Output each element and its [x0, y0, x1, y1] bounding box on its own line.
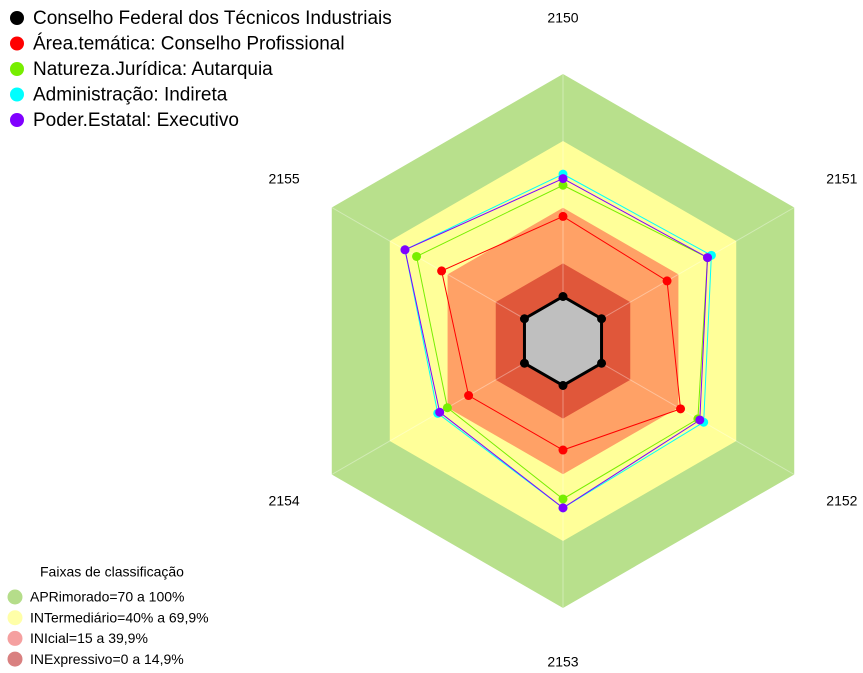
legend-label: Área.temática: Conselho Profissional: [33, 34, 345, 55]
axis-label: 2153: [547, 654, 578, 670]
axis-label: 2155: [269, 171, 300, 187]
legend-label: Poder.Estatal: Executivo: [33, 110, 239, 131]
legend-swatch: [10, 87, 24, 102]
band-legend-label: INExpressivo=0 a 14,9%: [30, 651, 184, 667]
axis-label: 2150: [547, 10, 578, 26]
band-legend-swatch: [7, 651, 23, 667]
marker: [437, 266, 447, 276]
legend-swatch: [10, 62, 24, 76]
marker: [597, 358, 607, 368]
marker: [558, 180, 568, 190]
legend-swatch: [10, 36, 24, 51]
legend-label: Natureza.Jurídica: Autarquia: [33, 59, 273, 80]
marker: [662, 276, 672, 286]
bands-title: Faixas de classificação: [40, 564, 184, 580]
marker: [558, 494, 568, 504]
marker: [558, 445, 568, 455]
band-legend-label: INIcial=15 a 39,9%: [30, 630, 148, 646]
marker: [558, 381, 568, 390]
marker: [703, 253, 713, 263]
marker: [400, 245, 410, 255]
marker: [558, 292, 568, 301]
band-legend-swatch: [7, 630, 23, 646]
marker: [597, 314, 607, 324]
marker: [558, 211, 568, 221]
band-legend-swatch: [7, 589, 23, 605]
marker: [412, 251, 422, 261]
marker: [519, 314, 529, 324]
legend-label: Conselho Federal dos Técnicos Industriai…: [33, 8, 392, 29]
axis-label: 2151: [826, 171, 857, 187]
marker: [442, 403, 452, 413]
legend-swatch: [10, 113, 24, 127]
legend-swatch: [10, 11, 24, 25]
marker: [464, 391, 474, 401]
marker: [676, 404, 686, 414]
legend-label: Administração: Indireta: [33, 85, 228, 106]
axis-label: 2152: [826, 493, 857, 509]
marker: [558, 503, 568, 513]
marker: [558, 174, 568, 184]
band-legend-label: INTermediário=40% a 69,9%: [30, 609, 209, 625]
marker: [695, 415, 705, 425]
axis-label: 2154: [269, 493, 300, 509]
marker: [435, 407, 445, 417]
marker: [519, 358, 529, 368]
band-legend-swatch: [7, 610, 23, 626]
band-legend-label: APRimorado=70 a 100%: [30, 589, 185, 605]
